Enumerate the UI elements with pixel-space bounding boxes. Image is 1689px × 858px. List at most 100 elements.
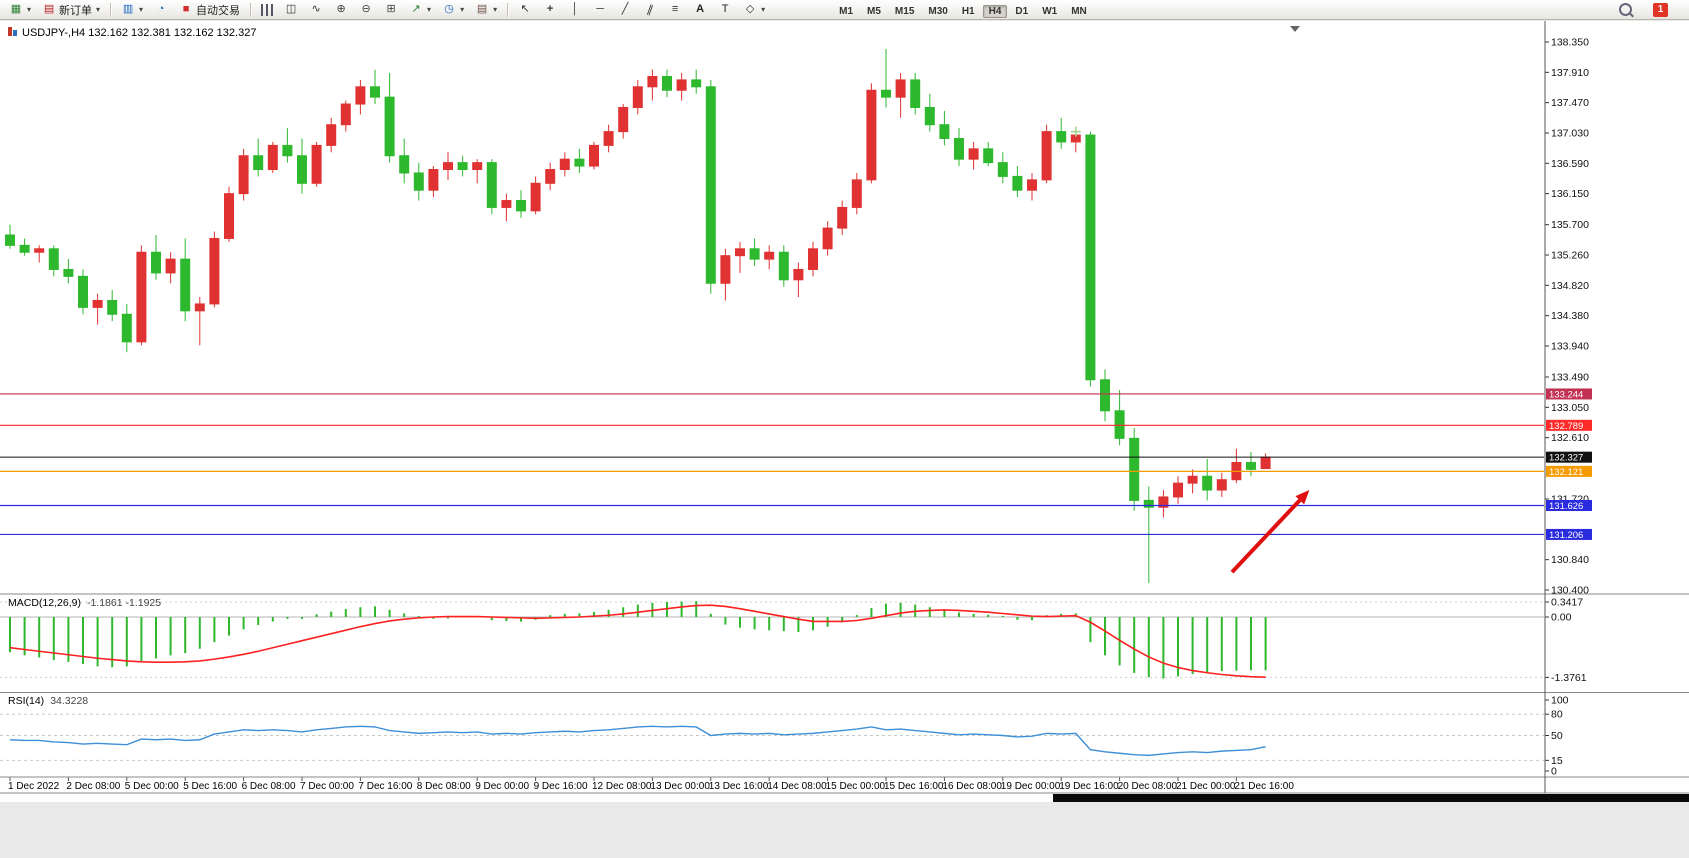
candle [209, 237, 220, 305]
text-tool-button[interactable]: A [688, 0, 712, 20]
svg-text:135.700: 135.700 [1551, 219, 1589, 231]
templates-button[interactable]: ▤ ▾ [470, 0, 502, 20]
horizontal-line-button[interactable]: ─ [588, 0, 612, 20]
candle [1100, 379, 1110, 412]
candle [530, 182, 541, 212]
svg-text:RSI(14)34.3228: RSI(14) 34.3228 [8, 695, 88, 707]
candlestick-button[interactable]: ◫ [279, 0, 303, 20]
candle [384, 96, 395, 157]
channel-button[interactable]: ∥ [638, 0, 662, 20]
bar-chart-button[interactable] [256, 0, 278, 20]
vertical-line-button[interactable]: │ [563, 0, 587, 20]
candle [5, 234, 15, 246]
zoom-in-button[interactable]: ⊕ [329, 0, 353, 20]
candle [1114, 410, 1125, 439]
text-label-icon: T [721, 3, 729, 15]
cursor-button[interactable]: ↖ [513, 0, 537, 20]
candle [399, 155, 410, 174]
tile-windows-button[interactable]: ⊞ [379, 0, 403, 20]
candle [63, 268, 74, 277]
rsi-pane: 100 80 50 150 [0, 695, 1569, 778]
svg-text:138.350: 138.350 [1551, 37, 1589, 49]
svg-text:137.910: 137.910 [1551, 67, 1589, 79]
svg-text:132.121: 132.121 [1549, 467, 1583, 478]
svg-text:100: 100 [1551, 695, 1569, 707]
svg-text:131.206: 131.206 [1549, 530, 1583, 541]
chevron-down-icon: ▾ [460, 5, 465, 14]
candle [603, 131, 614, 146]
timeframe-m30-button[interactable]: M30 [928, 5, 948, 17]
auto-trading-button[interactable]: ■ 自动交易 [174, 0, 245, 20]
svg-text:133.050: 133.050 [1551, 402, 1589, 414]
candle [151, 251, 161, 274]
svg-text:-1.3761: -1.3761 [1551, 672, 1587, 684]
candle [574, 158, 585, 167]
candle [355, 86, 366, 105]
notification-badge[interactable]: 1 [1653, 2, 1668, 17]
candle [165, 258, 176, 274]
candle [881, 89, 891, 98]
crosshair-button[interactable]: + [538, 0, 562, 20]
svg-text:13 Dec 16:00: 13 Dec 16:00 [709, 781, 769, 792]
indicators-button[interactable]: ↗ ▾ [404, 0, 436, 20]
chart-shift-marker[interactable] [1290, 26, 1300, 32]
candle [1187, 475, 1198, 484]
bottom-black-bar [1053, 794, 1689, 802]
trendline-button[interactable]: ╱ [613, 0, 637, 20]
candle [224, 193, 234, 239]
trend-arrow[interactable] [1230, 498, 1302, 574]
svg-text:13 Dec 00:00: 13 Dec 00:00 [650, 781, 710, 792]
timeframe-mn-button[interactable]: MN [1071, 5, 1087, 17]
svg-text:19 Dec 00:00: 19 Dec 00:00 [1001, 781, 1061, 792]
candlestick-icon: ◫ [285, 3, 297, 15]
timeframe-w1-button[interactable]: W1 [1042, 5, 1058, 17]
price-level-label [1546, 419, 1592, 431]
candle [1202, 475, 1213, 491]
fibonacci-button[interactable]: ≡ [663, 0, 687, 20]
candle [764, 251, 775, 260]
candle [1143, 499, 1154, 508]
candle [282, 144, 293, 157]
timeframe-d1-button[interactable]: D1 [1015, 5, 1029, 17]
shapes-button[interactable]: ◇ ▾ [738, 0, 770, 20]
trendline-icon: ╱ [621, 3, 629, 15]
candle [92, 299, 103, 308]
svg-text:136.590: 136.590 [1551, 158, 1589, 170]
candle [837, 206, 848, 229]
candle [486, 162, 497, 208]
crosshair-icon: + [546, 3, 554, 15]
annotations [1070, 126, 1310, 574]
svg-text:9 Dec 16:00: 9 Dec 16:00 [534, 781, 588, 792]
svg-text:7 Dec 00:00: 7 Dec 00:00 [300, 781, 354, 792]
chevron-down-icon: ▾ [96, 5, 101, 14]
main-toolbar: ▦ ▾ ▤ 新订单 ▾ ▥ ▾ ◔ ■ 自动交易 ◫ ∿ ⊕ ⊖ ⊞ ↗ ▾ ◷ ▾ ▤ ▾ ↖… [0, 0, 1689, 20]
periods-button[interactable]: ◷ ▾ [437, 0, 469, 20]
candle [749, 248, 760, 260]
svg-text:15: 15 [1551, 755, 1563, 767]
zoom-out-button[interactable]: ⊖ [354, 0, 378, 20]
alerts-button[interactable]: ◔ [149, 0, 173, 20]
timeframe-m5-button[interactable]: M5 [867, 5, 881, 17]
line-chart-button[interactable]: ∿ [304, 0, 328, 20]
candle [1260, 456, 1271, 470]
new-order-button[interactable]: ▤ 新订单 ▾ [37, 0, 105, 20]
candle [194, 303, 205, 312]
timeframe-m15-button[interactable]: M15 [894, 5, 915, 17]
text-label-button[interactable]: T [713, 0, 737, 20]
svg-text:12 Dec 08:00: 12 Dec 08:00 [592, 781, 652, 792]
template-icon: ▤ [476, 3, 488, 15]
svg-text:2 Dec 08:00: 2 Dec 08:00 [66, 781, 120, 792]
timeframe-h4-button[interactable]: H4 [982, 4, 1008, 18]
timeframe-m1-button[interactable]: M1 [839, 5, 854, 17]
candle [895, 79, 906, 98]
svg-text:137.470: 137.470 [1551, 97, 1589, 109]
charts-profile-icon: ▥ [122, 3, 134, 15]
svg-text:21 Dec 00:00: 21 Dec 00:00 [1176, 781, 1236, 792]
profiles-button[interactable]: ▥ ▾ [116, 0, 148, 20]
timeframe-h1-button[interactable]: H1 [961, 5, 975, 17]
new-chart-button[interactable]: ▦ ▾ [4, 0, 36, 20]
search-button[interactable] [1614, 0, 1637, 20]
candle [443, 162, 453, 171]
